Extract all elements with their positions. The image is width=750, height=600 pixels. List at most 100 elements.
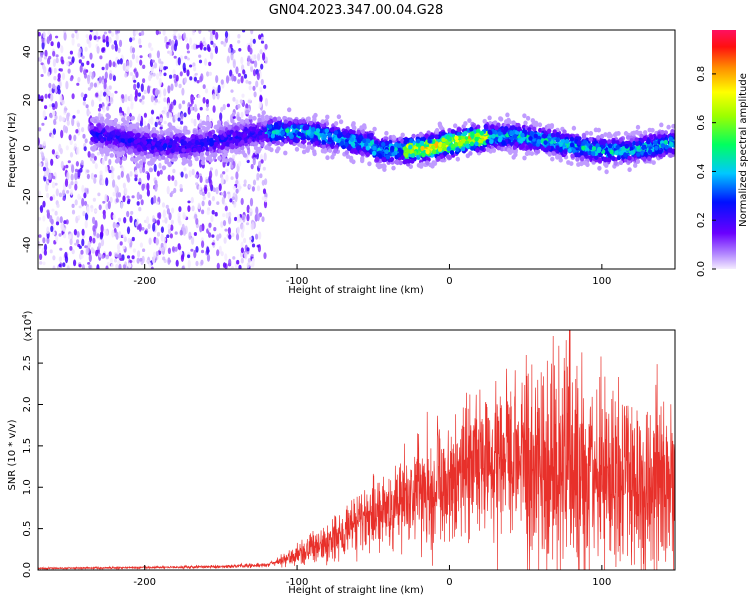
heatmap-cell (670, 129, 675, 134)
heatmap-cell (161, 165, 167, 171)
heatmap-cell (216, 249, 220, 257)
heatmap-cell (252, 157, 256, 166)
heatmap-cell (141, 227, 145, 231)
heatmap-cell (229, 198, 233, 203)
heatmap-cell (101, 178, 105, 185)
heatmap-cell (69, 246, 73, 251)
heatmap-cell (46, 226, 50, 234)
heatmap-cell (100, 238, 105, 247)
heatmap-cell (148, 153, 154, 159)
heatmap-cell (634, 129, 640, 135)
heatmap-cell (100, 138, 105, 144)
heatmap-cell (511, 121, 516, 127)
heatmap-cell (246, 247, 250, 252)
heatmap-cell (393, 146, 398, 152)
heatmap-cell (223, 190, 227, 199)
heatmap-cell (88, 253, 92, 263)
heatmap-cell (613, 160, 618, 166)
heatmap-cell (148, 167, 154, 173)
heatmap-cell (147, 223, 151, 230)
heatmap-cell (104, 71, 108, 80)
heatmap-cell (469, 126, 474, 132)
heatmap-cell (220, 192, 225, 196)
heatmap-cell (658, 149, 663, 155)
heatmap-cell (630, 150, 635, 156)
heatmap-cell (576, 162, 581, 167)
heatmap-cell (211, 195, 215, 202)
heatmap-cell (42, 261, 46, 266)
heatmap-cell (127, 237, 131, 244)
heatmap-cell (256, 213, 260, 222)
heatmap-cell (99, 149, 105, 155)
heatmap-cell (267, 120, 272, 125)
heatmap-cell (120, 138, 125, 144)
heatmap-cell (101, 158, 105, 166)
heatmap-cell (117, 243, 121, 251)
heatmap-cell (38, 234, 42, 238)
heatmap-cell (220, 40, 224, 45)
heatmap-cell (198, 54, 202, 58)
heatmap-cell (199, 76, 203, 83)
heatmap-cell (82, 210, 86, 217)
heatmap-cell (136, 163, 141, 169)
heatmap-cell (198, 59, 203, 64)
heatmap-cell (257, 53, 261, 62)
heatmap-cell (71, 203, 75, 208)
heatmap-cell (99, 90, 103, 97)
heatmap-cell (221, 153, 227, 159)
heatmap-cell (138, 207, 142, 212)
heatmap-cell (174, 136, 180, 142)
heatmap-cell (162, 256, 166, 261)
heatmap-cell (267, 146, 272, 151)
heatmap-cell (97, 107, 102, 112)
heatmap-cell (511, 125, 516, 130)
heatmap-cell (44, 157, 48, 163)
heatmap-cell (430, 163, 435, 169)
heatmap-cell (152, 72, 156, 77)
heatmap-cell (191, 168, 195, 176)
heatmap-cell (264, 43, 268, 50)
heatmap-cell (475, 128, 481, 134)
heatmap-cell (216, 92, 220, 100)
heatmap-cell (157, 100, 161, 104)
heatmap-cell (58, 115, 63, 122)
heatmap-cell (48, 104, 53, 108)
heatmap-cell (40, 95, 44, 103)
heatmap-cell (61, 59, 65, 65)
heatmap-cell (283, 123, 288, 129)
heatmap-cell (228, 234, 232, 240)
heatmap-cell (333, 148, 338, 154)
heatmap-cell (251, 243, 256, 248)
heatmap-cell (150, 197, 154, 205)
heatmap-cell (43, 243, 48, 252)
heatmap-cell (219, 112, 223, 121)
heatmap-cell (165, 150, 170, 156)
heatmap-cell (130, 103, 134, 110)
heatmap-cell (241, 216, 245, 221)
heatmap-cell (152, 133, 158, 139)
heatmap-cell (193, 250, 197, 259)
heatmap-cell (276, 116, 282, 122)
heatmap-cell (232, 49, 236, 54)
heatmap-cell (256, 172, 260, 180)
heatmap-cell (69, 152, 74, 158)
heatmap-cell (111, 44, 115, 50)
heatmap-cell (150, 47, 154, 51)
heatmap-cell (194, 140, 199, 145)
heatmap-cell (248, 81, 252, 85)
heatmap-cell (315, 128, 321, 133)
heatmap-cell (257, 113, 261, 118)
heatmap-cell (204, 184, 208, 188)
heatmap-cell (87, 241, 91, 249)
heatmap-cell (52, 175, 56, 180)
heatmap-cell (121, 117, 126, 123)
heatmap-cell (136, 191, 140, 201)
heatmap-cell (115, 33, 119, 42)
heatmap-cell (115, 224, 119, 228)
heatmap-cell (251, 54, 255, 62)
heatmap-cell (117, 59, 121, 65)
heatmap-cell (261, 216, 265, 223)
heatmap-cell (283, 150, 288, 156)
heatmap-cell (506, 147, 511, 153)
